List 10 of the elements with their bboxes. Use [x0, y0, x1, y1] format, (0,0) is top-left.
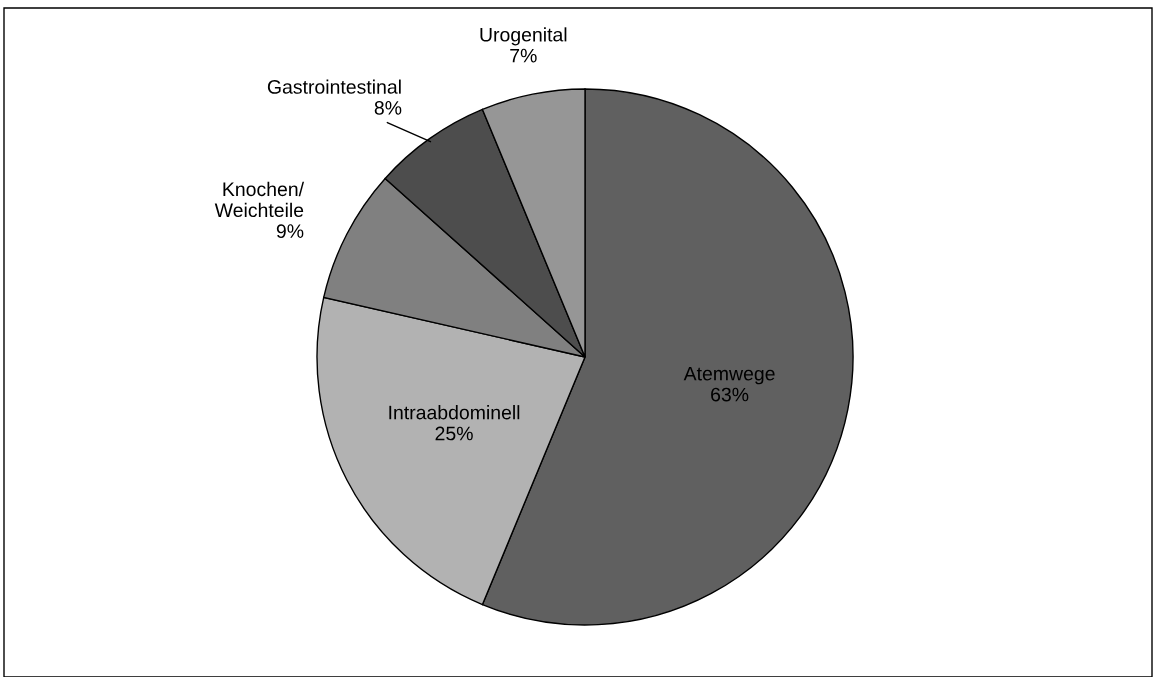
slice-label: Atemwege	[683, 366, 775, 385]
data-label: 63%	[711, 387, 749, 402]
data-label: 9%	[276, 224, 304, 239]
slice-label: Urogenital	[480, 27, 567, 46]
data-label: 8%	[374, 101, 402, 115]
slice-label: Knochen/ Weichteile	[214, 181, 305, 218]
data-label: 25%	[435, 426, 473, 441]
slice-label: Gastrointestinal	[267, 79, 401, 94]
slice-label: Intraabdominell	[389, 405, 520, 420]
data-label: 7%	[510, 48, 537, 63]
